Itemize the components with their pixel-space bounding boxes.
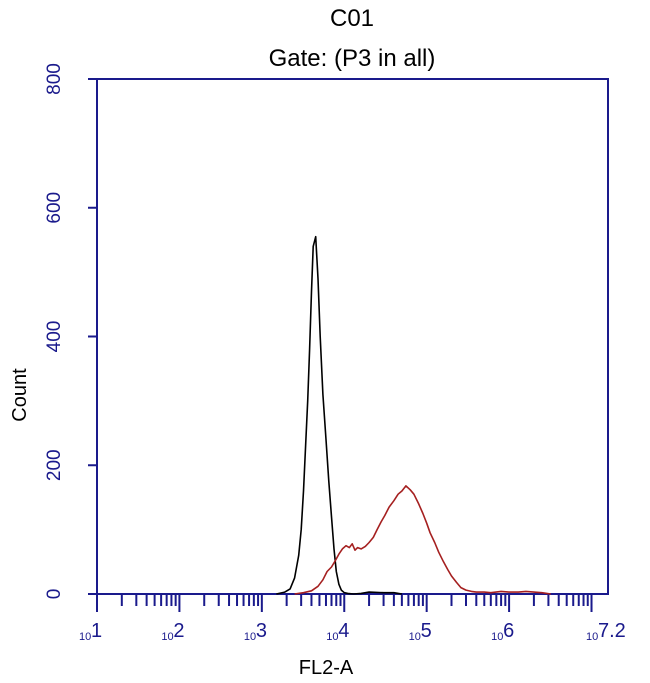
x-axis-label: FL2-A: [299, 657, 354, 679]
y-tick-label: 600: [44, 192, 65, 224]
y-tick-label: 800: [44, 63, 65, 95]
y-axis: 0 200 400 600 800: [44, 63, 97, 599]
control-histogram-line: [276, 235, 403, 595]
x-tick-label-exponent: 3: [256, 620, 267, 642]
chart-title: C01: [330, 5, 374, 32]
x-tick-label-base: 10: [79, 631, 91, 643]
x-tick-label-exponent: 5: [421, 620, 432, 642]
x-tick-label-base: 10: [326, 631, 338, 643]
x-tick-label-exponent: 1: [91, 620, 102, 642]
plot-frame: [96, 78, 609, 595]
x-tick-label-base: 10: [491, 631, 503, 643]
y-tick-label: 200: [44, 449, 65, 481]
x-tick-label-base: 10: [244, 631, 256, 643]
y-tick-label: 400: [44, 321, 65, 353]
y-axis-label: Count: [9, 368, 31, 422]
x-tick-label-base: 10: [161, 631, 173, 643]
x-tick-label-exponent: 6: [503, 620, 514, 642]
x-axis: 10 1 10 2 10 3 10 4 10 5 10 6 10 7.2: [79, 594, 626, 643]
x-tick-label-base: 10: [586, 631, 598, 643]
sample-histogram-line: [294, 485, 551, 595]
x-tick-label-exponent: 7.2: [598, 620, 626, 642]
series-layer: [276, 235, 551, 595]
x-tick-label-exponent: 2: [173, 620, 184, 642]
y-tick-label: 0: [44, 589, 65, 600]
chart-subtitle: Gate: (P3 in all): [269, 45, 436, 72]
x-tick-label-exponent: 4: [338, 620, 349, 642]
x-tick-label-base: 10: [409, 631, 421, 643]
